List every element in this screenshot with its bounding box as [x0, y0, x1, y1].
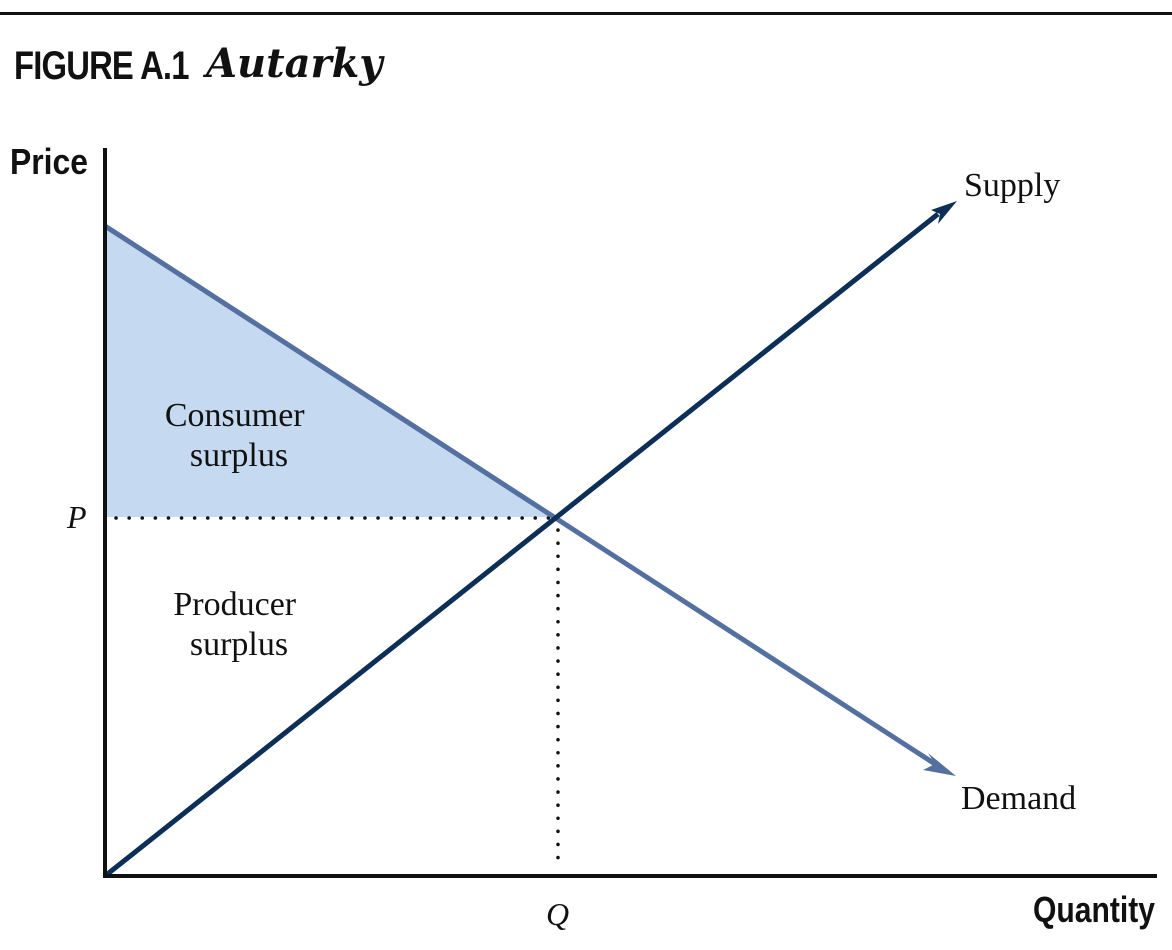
demand-curve	[103, 223, 937, 767]
x-axis-label: Quantity	[1033, 889, 1155, 930]
supply-arrowhead	[931, 201, 957, 224]
consumer-surplus-label: Consumer surplus	[165, 397, 313, 474]
supply-label: Supply	[964, 167, 1060, 204]
demand-arrowhead	[923, 753, 956, 776]
consumer-surplus-line-1: Consumer	[165, 397, 305, 434]
price-tick-label: P	[66, 499, 87, 535]
y-axis-label: Price	[10, 141, 88, 182]
demand-label: Demand	[961, 780, 1076, 817]
quantity-tick-label: Q	[546, 896, 569, 932]
figure-label: FIGURE A.1	[14, 44, 189, 88]
consumer-surplus-line-2: surplus	[190, 437, 288, 474]
producer-surplus-label: Producer surplus	[173, 586, 304, 663]
top-rule	[0, 12, 1172, 15]
supply-curve	[103, 212, 940, 878]
producer-surplus-line-2: surplus	[190, 626, 288, 663]
producer-surplus-line-1: Producer	[173, 586, 296, 623]
figure-title: Autarky	[206, 40, 383, 87]
